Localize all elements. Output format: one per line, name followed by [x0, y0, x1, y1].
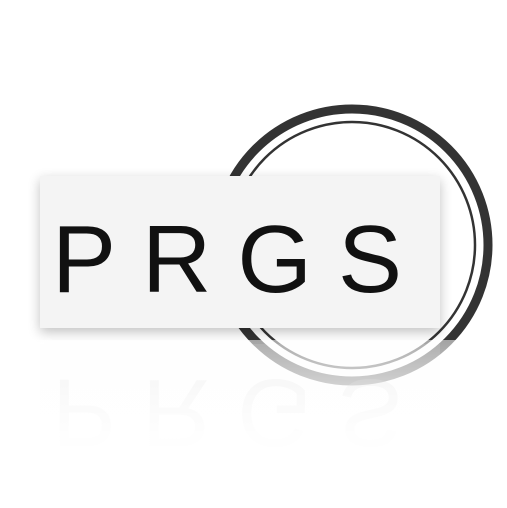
logo-wordmark: PRGS: [52, 206, 428, 313]
logo-panel: [40, 176, 440, 328]
logo-reflection: PRGS: [0, 340, 507, 508]
